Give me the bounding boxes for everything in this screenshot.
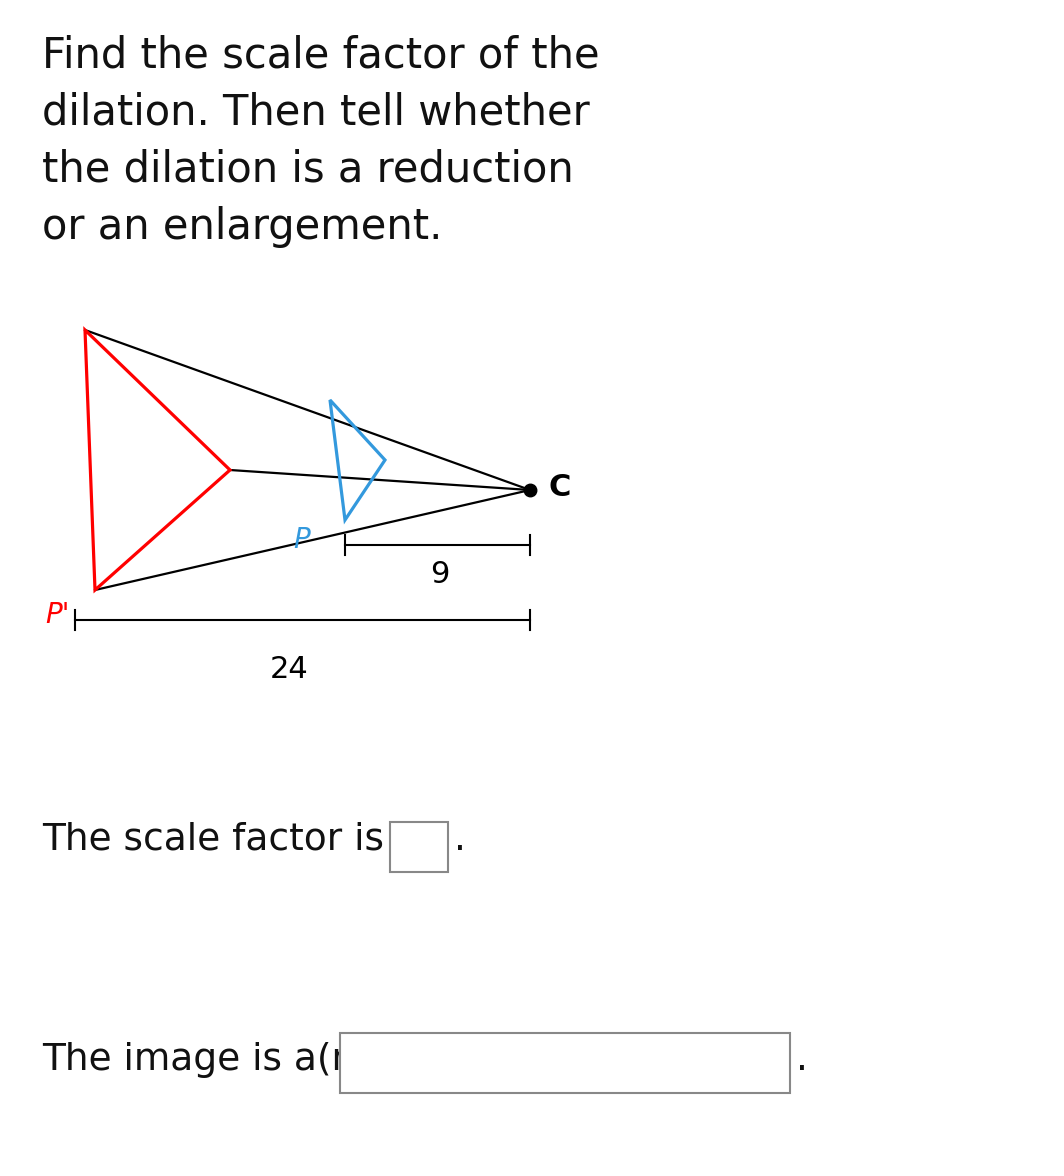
Text: C: C: [548, 474, 570, 502]
Text: The scale factor is: The scale factor is: [41, 822, 384, 858]
Text: Find the scale factor of the
dilation. Then tell whether
the dilation is a reduc: Find the scale factor of the dilation. T…: [41, 35, 600, 248]
Text: .: .: [796, 1042, 808, 1078]
Bar: [390, 822, 448, 871]
Text: .: .: [454, 822, 466, 858]
Text: The image is a(n): The image is a(n): [41, 1042, 370, 1078]
Text: P: P: [294, 526, 310, 554]
Text: 9: 9: [430, 560, 449, 589]
Text: P': P': [45, 601, 69, 629]
Text: ⌄: ⌄: [754, 1070, 769, 1088]
Text: 24: 24: [270, 655, 309, 684]
Text: ⌃: ⌃: [754, 1038, 769, 1056]
Bar: [340, 1033, 789, 1093]
